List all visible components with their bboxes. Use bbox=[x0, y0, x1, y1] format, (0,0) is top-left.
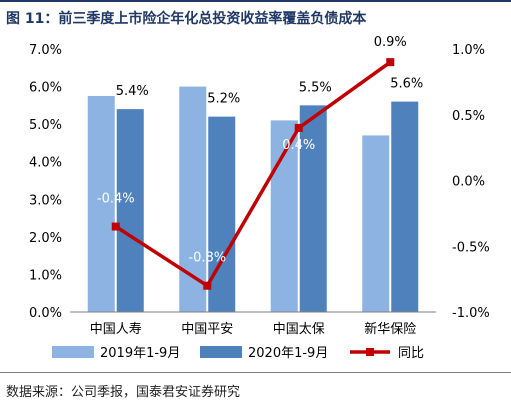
y-left-tick-label: 5.0% bbox=[29, 118, 62, 133]
bar-2020 bbox=[116, 109, 144, 312]
y-right-tick-label: 0.0% bbox=[452, 175, 485, 190]
source-bar: 数据来源：公司季报，国泰君安证券研究 bbox=[0, 372, 511, 408]
bar-data-label: 5.4% bbox=[116, 84, 149, 99]
legend-2020-label: 2020年1-9月 bbox=[248, 346, 328, 361]
legend-2019-swatch bbox=[52, 346, 94, 358]
bar-data-label: 5.6% bbox=[390, 77, 423, 92]
y-right-tick-label: 0.5% bbox=[452, 109, 485, 124]
y-right-tick-label: 1.0% bbox=[452, 43, 485, 58]
legend-2019-label: 2019年1-9月 bbox=[100, 346, 180, 361]
bar-data-label: 5.2% bbox=[207, 92, 240, 107]
bar-2019 bbox=[87, 95, 115, 312]
legend-2020-swatch bbox=[200, 346, 242, 358]
bar-2020 bbox=[391, 101, 419, 312]
bar-data-label: 5.5% bbox=[299, 80, 332, 95]
y-right-tick-label: -0.5% bbox=[452, 240, 490, 255]
yoy-point bbox=[386, 58, 395, 67]
x-tick-label: 中国人寿 bbox=[90, 322, 142, 337]
y-left-tick-label: 4.0% bbox=[29, 156, 62, 171]
yoy-data-label: -0.8% bbox=[188, 251, 226, 266]
y-right-tick-label: -1.0% bbox=[452, 306, 490, 321]
x-tick-label: 中国太保 bbox=[273, 322, 325, 337]
legend-yoy-label: 同比 bbox=[398, 346, 424, 361]
bar-2020 bbox=[299, 105, 327, 312]
chart-container: 0.0% 1.0% 2.0% 3.0% 4.0% 5.0% 6.0% 7.0% -1.0% -0.… bbox=[0, 30, 511, 370]
legend-yoy-swatch-marker bbox=[366, 348, 374, 356]
y-left-tick-label: 3.0% bbox=[29, 193, 62, 208]
bar-2019 bbox=[362, 135, 390, 312]
x-tick-label: 新华保险 bbox=[364, 321, 416, 337]
figure-title-bar: 图 11：前三季度上市险企年化总投资收益率覆盖负债成本 bbox=[0, 0, 511, 30]
figure-title: 图 11：前三季度上市险企年化总投资收益率覆盖负债成本 bbox=[6, 11, 367, 27]
x-tick-label: 中国平安 bbox=[181, 322, 233, 337]
yoy-data-label: -0.4% bbox=[97, 192, 135, 207]
y-left-tick-label: 7.0% bbox=[29, 43, 62, 58]
yoy-point bbox=[111, 222, 120, 231]
yoy-point bbox=[203, 281, 212, 290]
y-left-tick-label: 2.0% bbox=[29, 231, 62, 246]
y-left-tick-label: 1.0% bbox=[29, 268, 62, 283]
source-note: 数据来源：公司季报，国泰君安证券研究 bbox=[6, 385, 241, 400]
yoy-point bbox=[294, 123, 303, 132]
chart-svg: 0.0% 1.0% 2.0% 3.0% 4.0% 5.0% 6.0% 7.0% -1.0% -0.… bbox=[29, 35, 490, 361]
yoy-data-label: 0.4% bbox=[282, 138, 315, 153]
bar-2020 bbox=[208, 116, 236, 312]
yoy-data-label: 0.9% bbox=[374, 35, 407, 50]
y-left-tick-label: 6.0% bbox=[29, 81, 62, 96]
yoy-line bbox=[114, 60, 392, 288]
y-left-tick-label: 0.0% bbox=[29, 306, 62, 321]
